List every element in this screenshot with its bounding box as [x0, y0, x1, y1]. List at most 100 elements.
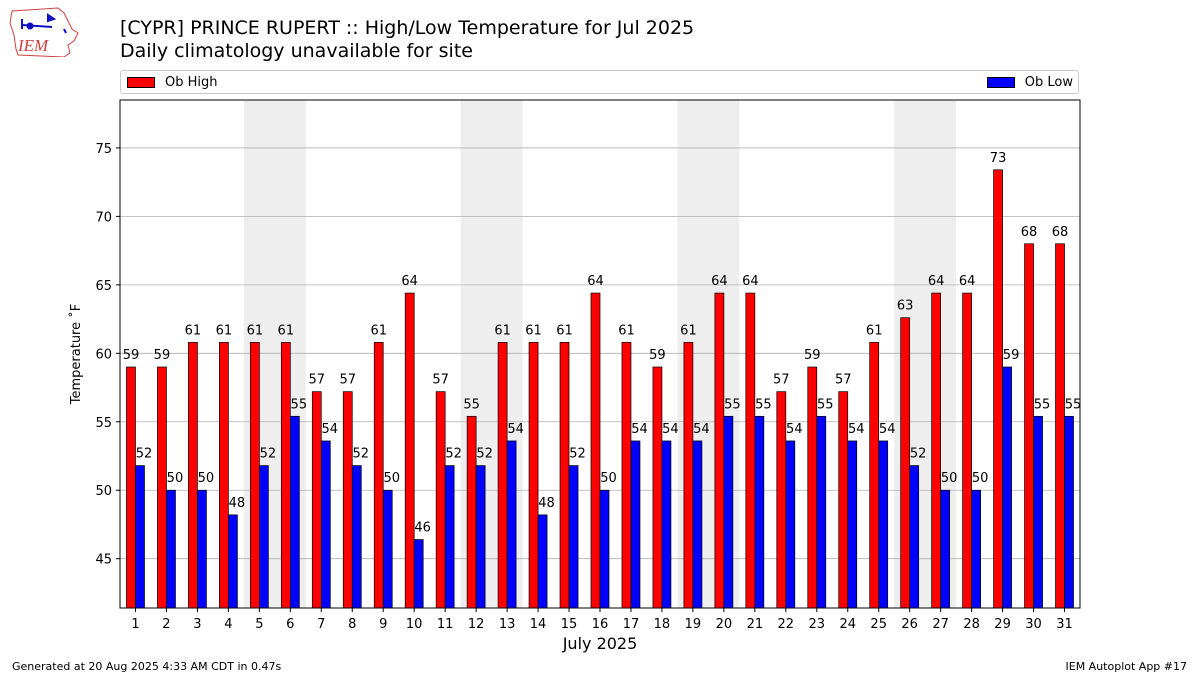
data-label-ob-high-9: 61	[370, 323, 387, 338]
bar-ob-low-22	[785, 440, 796, 609]
x-tick-label-29: 29	[994, 617, 1011, 632]
bar-ob-low-13	[506, 440, 517, 609]
x-tick-label-14: 14	[530, 617, 547, 632]
data-label-ob-high-20: 64	[711, 274, 728, 289]
x-tick-label-17: 17	[623, 617, 640, 632]
bar-ob-low-12	[475, 465, 486, 609]
data-label-ob-low-23: 55	[817, 397, 834, 412]
bar-ob-low-19	[692, 440, 703, 609]
bar-ob-low-15	[568, 465, 579, 609]
bar-ob-low-7	[320, 440, 331, 609]
data-label-ob-high-23: 59	[804, 348, 821, 363]
bar-ob-low-29	[1002, 366, 1012, 609]
data-label-ob-high-27: 64	[928, 274, 945, 289]
data-label-ob-low-5: 52	[260, 447, 277, 462]
data-label-ob-high-10: 64	[401, 274, 418, 289]
data-label-ob-high-7: 57	[309, 373, 326, 388]
bar-ob-high-6	[280, 342, 291, 609]
legend-item-ob-low: Ob Low	[986, 75, 1073, 90]
bar-ob-low-14	[537, 514, 548, 609]
data-label-ob-high-29: 73	[990, 151, 1007, 166]
bar-ob-low-10	[413, 539, 424, 609]
legend-item-ob-high: Ob High	[127, 75, 218, 90]
bar-ob-low-16	[599, 489, 610, 609]
x-tick-label-26: 26	[901, 617, 918, 632]
bar-ob-high-7	[311, 391, 322, 609]
data-label-ob-low-24: 54	[848, 422, 865, 437]
bar-ob-low-21	[754, 415, 765, 609]
bar-ob-low-1	[135, 465, 145, 609]
data-label-ob-high-24: 57	[835, 373, 852, 388]
bar-ob-high-18	[652, 366, 663, 609]
bar-ob-high-26	[900, 317, 911, 609]
data-label-ob-high-11: 57	[432, 373, 449, 388]
bar-ob-high-2	[157, 366, 167, 609]
bar-ob-high-5	[250, 342, 260, 609]
bar-ob-low-8	[351, 465, 362, 609]
data-label-ob-high-17: 61	[618, 323, 635, 338]
data-label-ob-low-7: 54	[322, 422, 339, 437]
y-tick-label-50: 50	[95, 484, 112, 499]
x-tick-label-19: 19	[685, 617, 702, 632]
bar-ob-low-9	[382, 489, 393, 609]
x-tick-label-7: 7	[317, 617, 325, 632]
y-tick-label-70: 70	[95, 210, 112, 225]
x-tick-label-20: 20	[716, 617, 733, 632]
bar-ob-high-3	[188, 342, 198, 609]
bar-ob-high-24	[838, 391, 849, 609]
chart-title: [CYPR] PRINCE RUPERT :: High/Low Tempera…	[120, 17, 695, 39]
bar-ob-high-19	[683, 342, 694, 609]
data-label-ob-low-11: 52	[445, 447, 462, 462]
bar-ob-low-5	[259, 465, 269, 609]
data-label-ob-low-3: 50	[198, 471, 215, 486]
data-label-ob-high-26: 63	[897, 299, 914, 314]
data-label-ob-high-21: 64	[742, 274, 759, 289]
y-tick-label-65: 65	[95, 279, 112, 294]
data-label-ob-low-27: 50	[941, 471, 958, 486]
x-tick-label-31: 31	[1056, 617, 1073, 632]
x-tick-label-18: 18	[654, 617, 671, 632]
iem-logo: IEM	[9, 7, 79, 57]
bar-ob-high-23	[807, 366, 818, 609]
data-label-ob-low-29: 59	[1003, 348, 1020, 363]
x-tick-label-11: 11	[437, 617, 454, 632]
bar-ob-high-27	[931, 292, 941, 609]
chart-subtitle: Daily climatology unavailable for site	[120, 40, 473, 62]
bar-ob-high-14	[528, 342, 539, 609]
bar-ob-high-22	[776, 391, 787, 609]
data-label-ob-high-25: 61	[866, 323, 883, 338]
legend-label-ob-low: Ob Low	[1024, 75, 1073, 90]
data-label-ob-high-13: 61	[494, 323, 511, 338]
data-label-ob-high-18: 59	[649, 348, 666, 363]
data-label-ob-low-28: 50	[972, 471, 989, 486]
x-tick-label-24: 24	[839, 617, 856, 632]
data-label-ob-low-20: 55	[724, 397, 741, 412]
x-tick-label-21: 21	[747, 617, 764, 632]
data-label-ob-low-13: 54	[507, 422, 524, 437]
data-label-ob-low-6: 55	[291, 397, 308, 412]
data-label-ob-low-26: 52	[910, 447, 927, 462]
y-tick-label-45: 45	[95, 553, 112, 568]
bar-ob-low-26	[909, 465, 920, 609]
data-label-ob-high-8: 57	[339, 373, 356, 388]
y-axis-label: Temperature ˚F	[68, 304, 84, 405]
bar-ob-low-11	[444, 465, 455, 609]
x-tick-label-8: 8	[348, 617, 356, 632]
bar-ob-low-28	[971, 489, 981, 609]
x-tick-label-22: 22	[778, 617, 795, 632]
legend-swatch-ob-low	[986, 77, 1015, 88]
x-tick-label-10: 10	[406, 617, 423, 632]
data-label-ob-low-10: 46	[414, 521, 431, 536]
bar-ob-high-15	[559, 342, 570, 609]
x-tick-label-23: 23	[809, 617, 826, 632]
bar-ob-high-16	[590, 292, 601, 609]
x-tick-label-13: 13	[499, 617, 516, 632]
y-tick-label-60: 60	[95, 347, 112, 362]
plot-frame	[119, 99, 1081, 609]
data-label-ob-low-4: 48	[229, 496, 246, 511]
bar-ob-low-6	[289, 415, 300, 609]
data-label-ob-low-19: 54	[693, 422, 710, 437]
legend: Ob High Ob Low	[120, 70, 1079, 94]
data-label-ob-high-5: 61	[247, 323, 264, 338]
data-label-ob-high-22: 57	[773, 373, 790, 388]
